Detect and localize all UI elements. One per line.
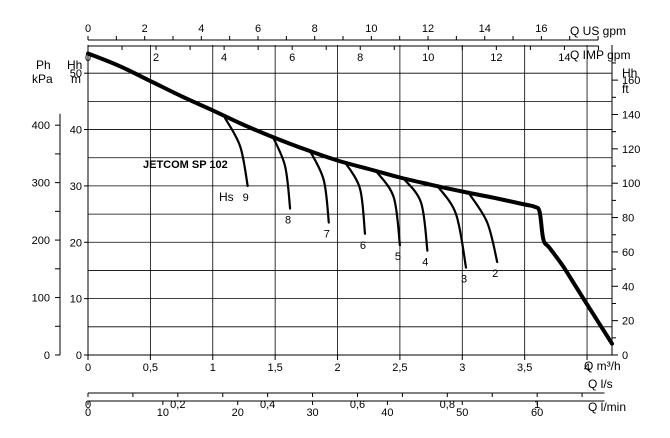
- suction-curve-label: 4: [422, 257, 428, 269]
- y-tick-label: 10: [70, 294, 82, 306]
- suction-curve-label: 9: [243, 192, 249, 204]
- ft-axis-label-top: Hh: [622, 66, 637, 80]
- bottom_lmin-tick-label: 10: [157, 407, 169, 419]
- kpa-axis-label-unit: kPa: [32, 72, 53, 86]
- bottom_ls-tick-label: 0,8: [440, 399, 455, 411]
- ft-tick-label: 100: [622, 178, 640, 190]
- x-tick-label: 3,5: [517, 362, 532, 374]
- x-tick-label: 1,5: [267, 362, 282, 374]
- bottom_lmin-tick-label: 30: [306, 407, 318, 419]
- bottom_lmin-tick-label: 0: [85, 407, 91, 419]
- top_imp_gpm-tick-label: 14: [558, 52, 570, 64]
- y-tick-label: 30: [70, 181, 82, 193]
- top_us_gpm-axis-label: Q US gpm: [570, 24, 626, 38]
- ft-tick-label: 140: [622, 109, 640, 121]
- x-tick-label: 4: [584, 362, 590, 374]
- bottom_ls-tick-label: 0,2: [170, 399, 185, 411]
- suction-curve-label: 8: [285, 214, 291, 226]
- y-tick-label: 20: [70, 237, 82, 249]
- top_imp_gpm-tick-label: 8: [357, 52, 363, 64]
- top_us_gpm-tick-label: 10: [365, 23, 377, 35]
- ft-tick-label: 160: [622, 75, 640, 87]
- kpa-tick-label: 0: [44, 350, 50, 362]
- x-tick-label: 1: [210, 362, 216, 374]
- kpa-tick-label: 200: [32, 235, 50, 247]
- bottom_lmin-axis-label: Q l/min: [588, 400, 626, 414]
- ft-tick-label: 0: [622, 350, 628, 362]
- ft-tick-label: 60: [622, 247, 634, 259]
- x-tick-label: 0: [85, 362, 91, 374]
- top_us_gpm-tick-label: 0: [85, 23, 91, 35]
- bottom_lmin-tick-label: 50: [456, 407, 468, 419]
- bottom_ls-tick-label: 0,6: [350, 399, 365, 411]
- kpa-axis-label-top: Ph: [36, 58, 51, 72]
- y-tick-label: 50: [70, 68, 82, 80]
- top_imp_gpm-axis-label: Q IMP gpm: [570, 48, 630, 62]
- suction-curve-7: [309, 149, 330, 224]
- top_us_gpm-tick-label: 4: [198, 23, 204, 35]
- suction-curve-label: 6: [360, 240, 366, 252]
- x-tick-label: 2,5: [392, 362, 407, 374]
- suction-curve-9: [224, 117, 249, 187]
- suction-curve-label: 3: [461, 274, 467, 286]
- ft-tick-label: 120: [622, 144, 640, 156]
- bottom_ls-tick-label: 0,4: [260, 399, 275, 411]
- top_us_gpm-tick-label: 8: [312, 23, 318, 35]
- suction-curve-label: 5: [395, 251, 401, 263]
- x-tick-label: 2: [334, 362, 340, 374]
- main-performance-curve: [86, 51, 614, 346]
- x-tick-label: 0,5: [143, 362, 158, 374]
- kpa-tick-label: 300: [32, 178, 50, 190]
- ft-tick-label: 20: [622, 316, 634, 328]
- top_imp_gpm-tick-label: 6: [289, 52, 295, 64]
- x-tick-label: 3: [459, 362, 465, 374]
- ft-tick-label: 40: [622, 281, 634, 293]
- suction-curve-label: 2: [492, 268, 498, 280]
- ft-axis-label-unit: ft: [622, 82, 629, 96]
- suction-curve-4: [402, 177, 429, 252]
- top_imp_gpm-tick-label: 12: [490, 52, 502, 64]
- suction-curve-6: [343, 161, 367, 235]
- top_imp_gpm-tick-label: 4: [221, 52, 227, 64]
- suction-curve-2: [467, 191, 499, 264]
- suction-curve-label: 7: [324, 229, 330, 241]
- x-axis-label: Q m³/h: [584, 359, 621, 373]
- bottom_lmin-tick-label: 20: [232, 407, 244, 419]
- bottom_lmin-tick-label: 40: [381, 407, 393, 419]
- bottom_lmin-tick-label: 60: [531, 407, 543, 419]
- top_us_gpm-tick-label: 6: [255, 23, 261, 35]
- y-axis-label-unit: m: [71, 72, 81, 86]
- y-tick-label: 0: [76, 350, 82, 362]
- bottom_ls-axis-label: Q l/s: [588, 377, 613, 391]
- y-axis-label-top: Hh: [67, 58, 82, 72]
- suction-curve-8: [271, 135, 292, 210]
- model-label: JETCOM SP 102: [143, 159, 228, 171]
- kpa-tick-label: 100: [32, 293, 50, 305]
- ft-tick-label: 80: [622, 213, 634, 225]
- suction-curve-5: [375, 170, 401, 247]
- suction-curve-3: [436, 184, 468, 269]
- top_us_gpm-tick-label: 2: [142, 23, 148, 35]
- kpa-tick-label: 400: [32, 120, 50, 132]
- top_us_gpm-tick-label: 12: [422, 23, 434, 35]
- top_us_gpm-tick-label: 16: [535, 23, 547, 35]
- top_us_gpm-tick-label: 14: [479, 23, 491, 35]
- y-tick-label: 40: [70, 125, 82, 137]
- top_imp_gpm-tick-label: 2: [153, 52, 159, 64]
- top_imp_gpm-tick-label: 10: [422, 52, 434, 64]
- suction-height-label: Hs: [219, 190, 234, 204]
- top_imp_gpm-tick-label: 0: [85, 52, 91, 64]
